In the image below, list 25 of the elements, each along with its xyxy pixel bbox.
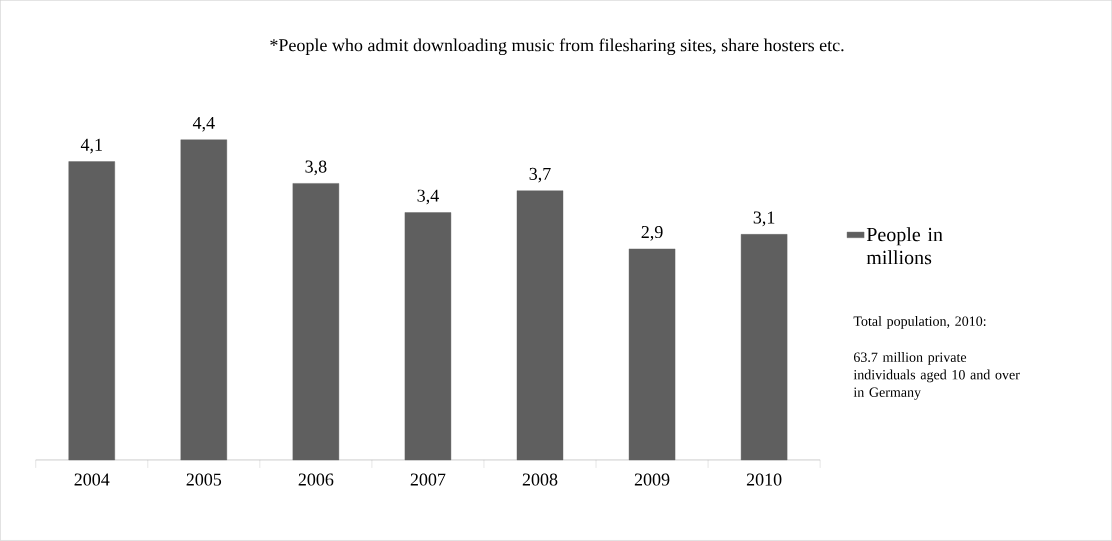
bar [740, 234, 788, 461]
chart-title: *People who admit downloading music from filesharing sites, share hosters etc. [270, 38, 844, 56]
data-label: 4,1 [80, 138, 102, 154]
data-label: 3,4 [417, 189, 439, 205]
bar [516, 190, 564, 461]
text: Total population, 2010: [853, 316, 986, 329]
bar [628, 248, 676, 461]
legend-label: People in millions [866, 227, 943, 265]
data-label: 3,7 [529, 167, 551, 183]
bar [68, 161, 115, 461]
x-tick-label: 2006 [298, 473, 334, 486]
x-tick-label: 2007 [410, 473, 446, 486]
x-tick-label: 2005 [186, 473, 222, 486]
x-tick-label: 2009 [634, 473, 670, 486]
x-tick-label: 2010 [746, 473, 782, 486]
data-label: 4,4 [192, 117, 215, 132]
bar [292, 183, 340, 461]
x-tick-label: 2004 [74, 473, 110, 486]
data-label: 3,1 [753, 211, 775, 227]
x-tick-label: 2008 [522, 473, 558, 486]
data-label: 2,9 [641, 226, 663, 241]
text: 63.7 million private individuals aged 10 and over in Germany [853, 352, 1020, 400]
bar [404, 212, 452, 461]
data-label: 3,8 [305, 160, 327, 176]
bar [180, 139, 228, 461]
